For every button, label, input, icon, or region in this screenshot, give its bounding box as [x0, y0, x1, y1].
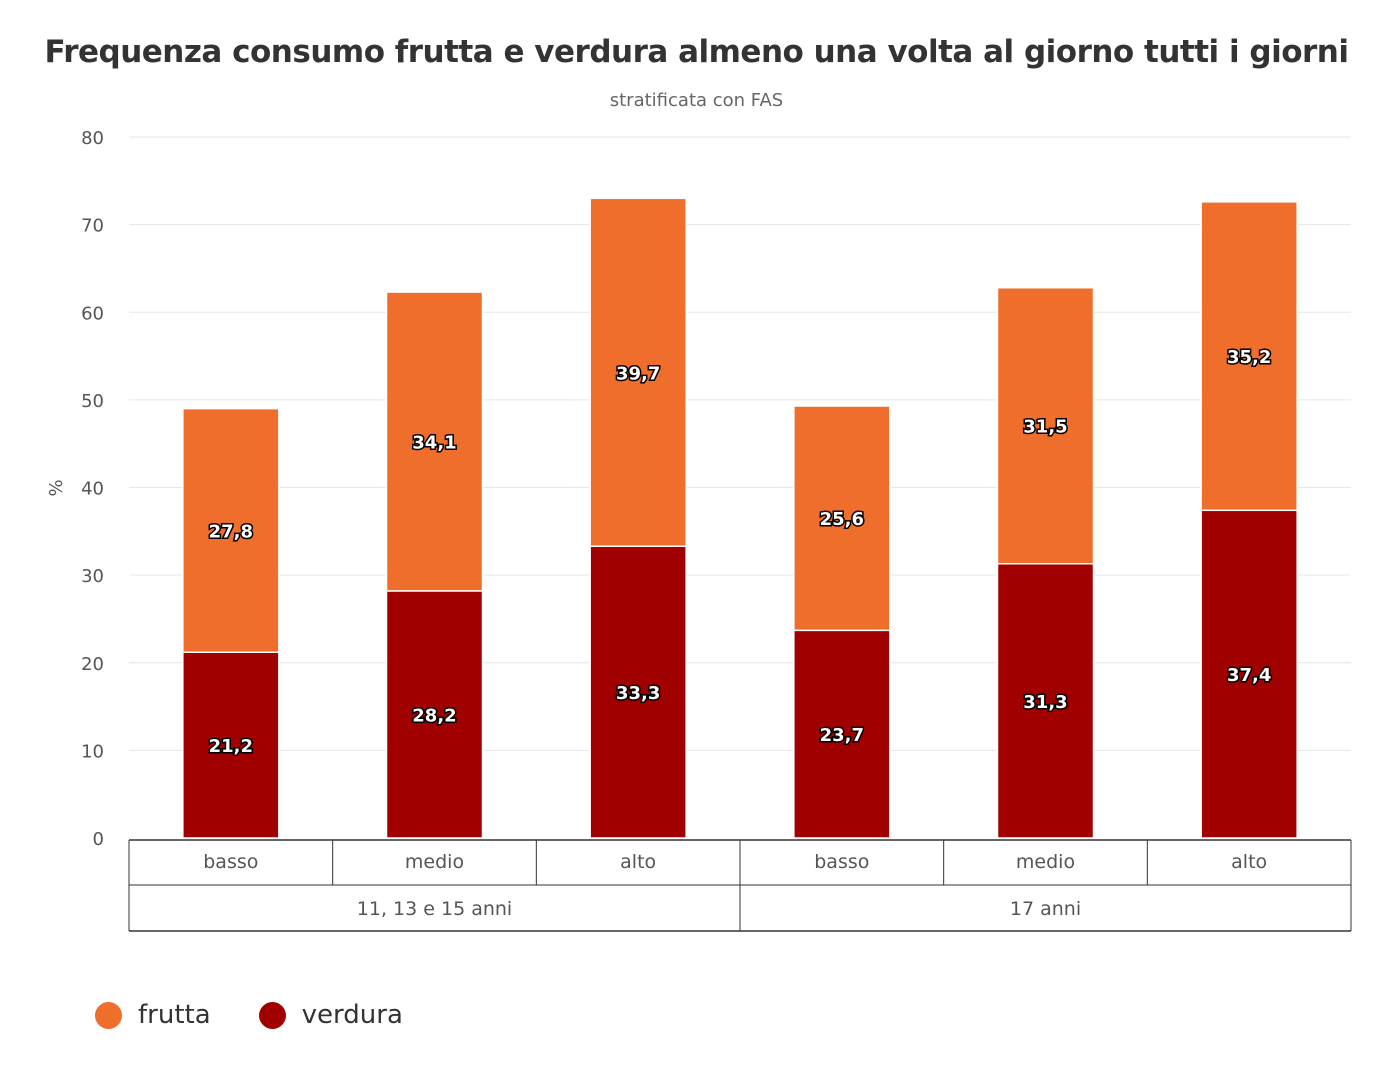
y-tick-label: 30	[81, 566, 104, 587]
data-label-frutta: 35,2	[1227, 347, 1271, 368]
bar-verdura	[793, 629, 891, 839]
bar-verdura	[589, 545, 687, 839]
data-label-frutta: 25,6	[820, 509, 864, 530]
bar-frutta	[1200, 201, 1298, 512]
bar-verdura	[996, 562, 1095, 839]
y-tick-label: 50	[81, 391, 104, 412]
x-tick-label: alto	[1231, 851, 1267, 873]
data-label-frutta: 34,1	[412, 432, 456, 453]
x-tick-label: basso	[203, 851, 258, 873]
bar-frutta	[182, 407, 280, 653]
x-group-label: 11, 13 e 15 anni	[357, 898, 512, 920]
x-group-label: 17 anni	[1010, 898, 1081, 920]
data-label-verdura: 33,3	[616, 683, 660, 704]
y-tick-label: 0	[93, 829, 104, 850]
x-tick-label: medio	[1016, 851, 1075, 873]
legend-item-verdura[interactable]: verdura	[258, 1000, 403, 1030]
legend: frutta verdura	[95, 1000, 451, 1030]
legend-label-frutta: frutta	[138, 1000, 211, 1030]
data-label-verdura: 28,2	[412, 705, 456, 726]
data-label-verdura: 31,3	[1023, 692, 1067, 713]
y-tick-label: 80	[81, 128, 104, 149]
legend-label-verdura: verdura	[301, 1000, 403, 1030]
y-tick-label: 20	[81, 654, 104, 675]
bar-verdura	[385, 590, 484, 839]
legend-dot-verdura-icon	[258, 1001, 286, 1029]
bar-frutta	[996, 286, 1095, 565]
data-label-frutta: 39,7	[616, 363, 660, 384]
y-tick-label: 40	[81, 479, 104, 500]
y-axis-label: %	[46, 479, 67, 496]
x-tick-label: basso	[814, 851, 869, 873]
legend-item-frutta[interactable]: frutta	[95, 1000, 211, 1030]
x-tick-label: medio	[405, 851, 464, 873]
y-tick-label: 10	[81, 741, 104, 762]
bar-verdura	[182, 651, 280, 839]
bar-frutta	[385, 291, 484, 592]
chart-title: Frequenza consumo frutta e verdura almen…	[44, 34, 1349, 70]
x-tick-label: alto	[620, 851, 656, 873]
data-label-verdura: 37,4	[1227, 665, 1271, 686]
data-label-verdura: 21,2	[209, 736, 253, 757]
y-tick-label: 60	[81, 303, 104, 324]
data-label-frutta: 27,8	[209, 521, 253, 542]
bar-frutta	[589, 197, 687, 547]
data-label-frutta: 31,5	[1023, 417, 1067, 438]
bar-frutta	[793, 405, 891, 632]
legend-dot-frutta-icon	[95, 1001, 122, 1029]
data-label-verdura: 23,7	[820, 725, 864, 746]
bar-verdura	[1200, 509, 1298, 839]
chart-subtitle: stratificata con FAS	[609, 90, 784, 111]
y-tick-label: 70	[81, 216, 104, 237]
